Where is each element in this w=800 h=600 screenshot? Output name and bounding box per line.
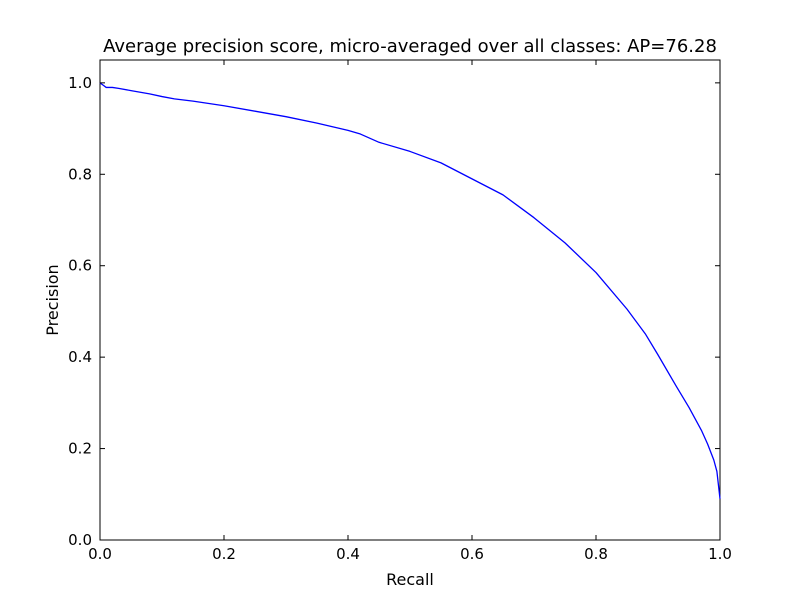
x-tick-label: 0.6 xyxy=(460,545,484,563)
x-tick-label: 0.0 xyxy=(88,545,112,563)
x-tick-label: 0.8 xyxy=(584,545,608,563)
precision-recall-curve xyxy=(99,82,721,499)
x-tick-label: 0.4 xyxy=(336,545,360,563)
chart-title: Average precision score, micro-averaged … xyxy=(103,36,717,57)
curve-layer xyxy=(99,82,721,499)
x-tick-label: 0.2 xyxy=(212,545,236,563)
x-axis-label: Recall xyxy=(386,570,434,589)
y-tick-label: 0.4 xyxy=(68,348,92,366)
y-tick-label: 1.0 xyxy=(68,74,92,92)
x-tick-label: 1.0 xyxy=(708,545,732,563)
y-axis-ticks: 0.0 0.2 0.4 0.6 0.8 1.0 xyxy=(68,74,720,549)
y-tick-label: 0.6 xyxy=(68,257,92,275)
y-tick-label: 0.0 xyxy=(68,531,92,549)
x-axis-ticks: 0.0 0.2 0.4 0.6 0.8 1.0 xyxy=(88,60,732,563)
plot-frame xyxy=(99,59,721,541)
y-tick-label: 0.2 xyxy=(68,440,92,458)
y-tick-label: 0.8 xyxy=(68,165,92,183)
plot-area xyxy=(99,59,721,541)
y-axis-label: Precision xyxy=(43,264,62,335)
